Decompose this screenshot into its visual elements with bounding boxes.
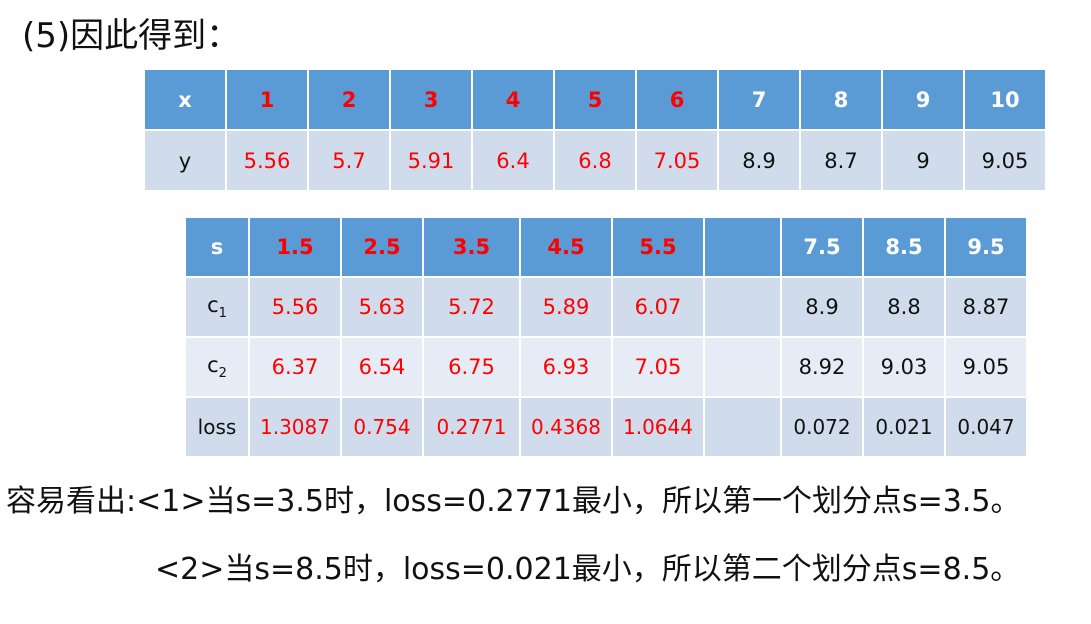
c1-cell: 5.63 — [342, 278, 422, 336]
c1-cell: 5.72 — [424, 278, 519, 336]
x-cell: 5 — [555, 70, 635, 129]
s-cell: 2.5 — [342, 218, 422, 276]
x-cell: 4 — [473, 70, 553, 129]
y-cell: 8.9 — [719, 131, 799, 190]
conclusion-line-1: 容易看出:<1>当s=3.5时，loss=0.2771最小，所以第一个划分点s=… — [6, 484, 1021, 519]
c2-label: c — [207, 352, 219, 377]
loss-cell: 0.021 — [864, 398, 944, 456]
c2-cell: 6.37 — [250, 338, 340, 396]
y-cell: 6.8 — [555, 131, 635, 190]
s-cell: 7.5 — [782, 218, 862, 276]
s-cell-empty — [705, 218, 780, 276]
loss-cell: 0.072 — [782, 398, 862, 456]
c1-subscript: 1 — [218, 306, 227, 322]
loss-cell: 0.047 — [946, 398, 1026, 456]
c1-cell: 8.8 — [864, 278, 944, 336]
x-cell: 2 — [309, 70, 389, 129]
c2-cell: 6.54 — [342, 338, 422, 396]
loss-row-label: loss — [186, 398, 248, 456]
loss-cell: 0.754 — [342, 398, 422, 456]
c1-label: c — [207, 292, 219, 317]
loss-cell: 0.4368 — [521, 398, 611, 456]
c1-row: c1 5.56 5.63 5.72 5.89 6.07 8.9 8.8 8.87 — [186, 278, 1026, 336]
split-loss-table: s 1.5 2.5 3.5 4.5 5.5 7.5 8.5 9.5 c1 5.5… — [184, 216, 1028, 458]
x-cell: 7 — [719, 70, 799, 129]
s-cell: 8.5 — [864, 218, 944, 276]
c2-cell: 7.05 — [613, 338, 703, 396]
xy-data-table: x 1 2 3 4 5 6 7 8 9 10 y 5.56 5.7 5.91 6… — [143, 68, 1047, 192]
c2-cell: 9.03 — [864, 338, 944, 396]
y-cell: 5.56 — [227, 131, 307, 190]
x-cell: 6 — [637, 70, 717, 129]
x-cell: 9 — [883, 70, 963, 129]
loss-cell: 1.3087 — [250, 398, 340, 456]
s-cell: 3.5 — [424, 218, 519, 276]
s-cell: 9.5 — [946, 218, 1026, 276]
x-row-label: x — [145, 70, 225, 129]
loss-row: loss 1.3087 0.754 0.2771 0.4368 1.0644 0… — [186, 398, 1026, 456]
y-cell: 5.7 — [309, 131, 389, 190]
loss-cell: 1.0644 — [613, 398, 703, 456]
s-cell: 1.5 — [250, 218, 340, 276]
c1-cell: 5.89 — [521, 278, 611, 336]
c1-row-label: c1 — [186, 278, 248, 336]
x-cell: 1 — [227, 70, 307, 129]
loss-cell: 0.2771 — [424, 398, 519, 456]
s-cell: 5.5 — [613, 218, 703, 276]
y-cell: 7.05 — [637, 131, 717, 190]
x-cell: 10 — [965, 70, 1045, 129]
x-row: x 1 2 3 4 5 6 7 8 9 10 — [145, 70, 1045, 129]
c1-cell: 6.07 — [613, 278, 703, 336]
c1-cell: 5.56 — [250, 278, 340, 336]
c2-cell: 6.75 — [424, 338, 519, 396]
s-cell: 4.5 — [521, 218, 611, 276]
s-row: s 1.5 2.5 3.5 4.5 5.5 7.5 8.5 9.5 — [186, 218, 1026, 276]
c2-cell-empty — [705, 338, 780, 396]
y-cell: 9.05 — [965, 131, 1045, 190]
x-cell: 8 — [801, 70, 881, 129]
c2-row: c2 6.37 6.54 6.75 6.93 7.05 8.92 9.03 9.… — [186, 338, 1026, 396]
conclusion-line-2: <2>当s=8.5时，loss=0.021最小，所以第二个划分点s=8.5。 — [155, 552, 1021, 587]
c2-cell: 6.93 — [521, 338, 611, 396]
c1-cell-empty — [705, 278, 780, 336]
loss-cell-empty — [705, 398, 780, 456]
y-row-label: y — [145, 131, 225, 190]
slide-heading: (5)因此得到： — [22, 16, 241, 56]
x-cell: 3 — [391, 70, 471, 129]
y-cell: 9 — [883, 131, 963, 190]
y-cell: 6.4 — [473, 131, 553, 190]
y-cell: 8.7 — [801, 131, 881, 190]
c2-row-label: c2 — [186, 338, 248, 396]
y-row: y 5.56 5.7 5.91 6.4 6.8 7.05 8.9 8.7 9 9… — [145, 131, 1045, 190]
c1-cell: 8.87 — [946, 278, 1026, 336]
c2-subscript: 2 — [218, 366, 227, 382]
c2-cell: 9.05 — [946, 338, 1026, 396]
c1-cell: 8.9 — [782, 278, 862, 336]
y-cell: 5.91 — [391, 131, 471, 190]
c2-cell: 8.92 — [782, 338, 862, 396]
s-row-label: s — [186, 218, 248, 276]
